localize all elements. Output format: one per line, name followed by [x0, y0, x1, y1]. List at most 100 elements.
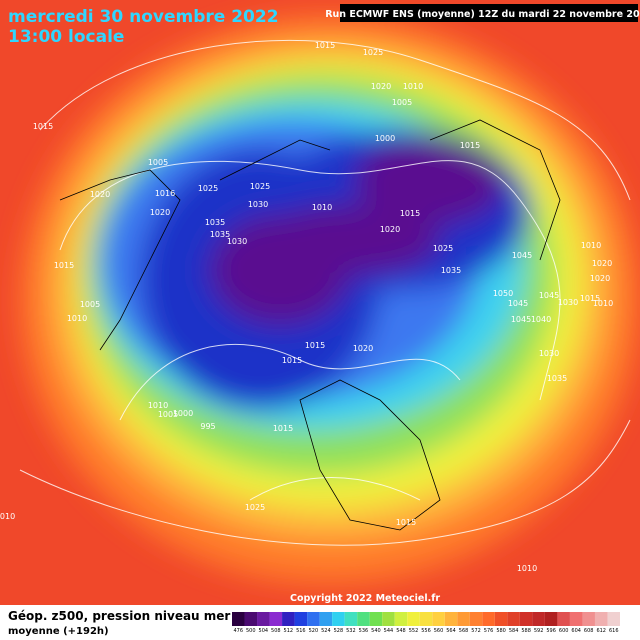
pressure-label: 1015	[396, 518, 416, 527]
colorbar-label: 504	[259, 628, 269, 634]
pressure-label: 1050	[493, 289, 513, 298]
pressure-label: 1020	[353, 344, 373, 353]
pressure-label: 1010	[403, 82, 423, 91]
colorbar-swatch	[319, 612, 333, 626]
pressure-label: 1020	[150, 208, 170, 217]
colorbar-swatch	[382, 612, 395, 626]
pressure-label: 1025	[433, 244, 453, 253]
pressure-label: 1010	[593, 299, 613, 308]
pressure-label: 1010	[517, 564, 537, 573]
pressure-label: 1000	[173, 409, 193, 418]
pressure-label: 1005	[148, 158, 168, 167]
colorbar-swatch	[257, 612, 270, 626]
colorbar-label: 572	[471, 628, 481, 634]
colorbar-label: 564	[446, 628, 456, 634]
pressure-label: 1035	[547, 374, 567, 383]
colorbar-swatch	[507, 612, 520, 626]
pressure-label: 1030	[539, 349, 559, 358]
pressure-label: 1010	[148, 401, 168, 410]
colorbar-label: 596	[546, 628, 556, 634]
colorbar-label: 540	[371, 628, 381, 634]
pressure-label: 1020	[590, 274, 610, 283]
colorbar-swatch	[394, 612, 408, 626]
colorbar-label: 560	[434, 628, 444, 634]
pressure-label: 1015	[305, 341, 325, 350]
colorbar-swatch	[519, 612, 533, 626]
colorbar-label: 544	[384, 628, 394, 634]
pressure-label: 1035	[210, 230, 230, 239]
colorbar-swatch	[419, 612, 433, 626]
colorbar-label: 612	[596, 628, 606, 634]
colorbar-swatch	[494, 612, 508, 626]
pressure-label: 1045	[508, 299, 528, 308]
pressure-label: 1030	[558, 298, 578, 307]
pressure-label: 1005	[80, 300, 100, 309]
colorbar-label: 528	[334, 628, 344, 634]
pressure-label: 1035	[205, 218, 225, 227]
pressure-label: 1010	[581, 241, 601, 250]
colorbar-swatch	[282, 612, 295, 626]
pressure-label: 1025	[363, 48, 383, 57]
colorbar-label: 568	[459, 628, 469, 634]
colorbar-swatch	[294, 612, 308, 626]
pressure-label: 1025	[250, 182, 270, 191]
colorbar-label: 476	[233, 628, 243, 634]
pressure-label: 1020	[592, 259, 612, 268]
colorbar-swatch	[582, 612, 595, 626]
colorbar-label: 524	[321, 628, 331, 634]
colorbar-swatch	[532, 612, 545, 626]
colorbar-swatch	[607, 612, 620, 626]
colorbar-swatch	[307, 612, 320, 626]
pressure-label: 1045	[511, 315, 531, 324]
isobars	[19, 39, 631, 546]
colorbar-swatch	[469, 612, 483, 626]
colorbar-label: 552	[409, 628, 419, 634]
pressure-label: 1010	[312, 203, 332, 212]
colorbar-swatch	[407, 612, 420, 626]
run-box	[340, 4, 638, 22]
colorbar-label: 516	[296, 628, 306, 634]
pressure-label: 1025	[198, 184, 218, 193]
colorbar-swatch	[344, 612, 358, 626]
pressure-label: 995	[200, 422, 215, 431]
pressure-label: 1020	[371, 82, 391, 91]
colorbar-label: 576	[484, 628, 494, 634]
colorbar-swatch	[357, 612, 370, 626]
pressure-label: 1005	[392, 98, 412, 107]
colorbar-swatch	[432, 612, 445, 626]
pressure-label: 1015	[54, 261, 74, 270]
pressure-label: 1020	[380, 225, 400, 234]
pressure-label: 1045	[539, 291, 559, 300]
pressure-label: 1045	[512, 251, 532, 260]
pressure-label: 1000	[375, 134, 395, 143]
colorbar-label: 508	[271, 628, 281, 634]
colorbar-label: 580	[496, 628, 506, 634]
colorbar-label: 588	[521, 628, 531, 634]
colorbar-swatch	[544, 612, 558, 626]
colorbar-label: 512	[284, 628, 294, 634]
colorbar-swatch	[269, 612, 283, 626]
footer-subtitle: moyenne (+192h)	[8, 626, 109, 637]
run-info: Run ECMWF ENS (moyenne) 12Z du mardi 22 …	[325, 9, 640, 20]
pressure-label: 1015	[580, 294, 600, 303]
colorbar-label: 536	[359, 628, 369, 634]
colorbar-swatch	[557, 612, 570, 626]
colorbar-label: 532	[346, 628, 356, 634]
colorbar-label: 608	[584, 628, 594, 634]
coastlines	[59, 119, 561, 531]
colorbar-label: 500	[246, 628, 256, 634]
pressure-label: 1005	[158, 410, 178, 419]
pressure-label: 1015	[33, 122, 53, 131]
colorbar-label: 604	[571, 628, 581, 634]
colorbar-label: 520	[309, 628, 319, 634]
pressure-label: 1025	[245, 503, 265, 512]
colorbar-label: 616	[609, 628, 619, 634]
colorbar-swatch	[244, 612, 258, 626]
colorbar-label: 592	[534, 628, 544, 634]
colorbar-swatch	[369, 612, 383, 626]
pressure-label: 1016	[155, 189, 175, 198]
pressure-label: 1020	[90, 190, 110, 199]
date: mercredi 30 novembre 2022	[8, 7, 279, 27]
